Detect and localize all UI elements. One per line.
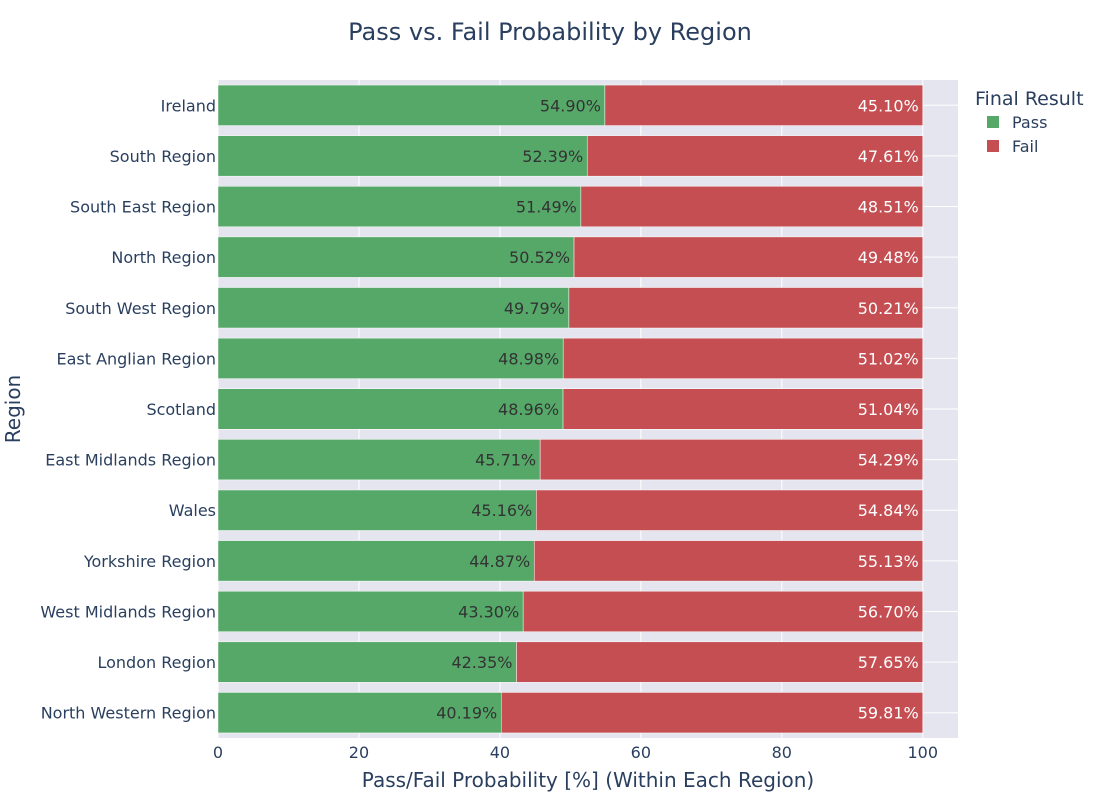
y-tick-label: London Region	[97, 653, 216, 672]
bar-pass[interactable]	[217, 337, 564, 379]
bar-fail[interactable]	[562, 337, 924, 379]
y-tick-label: North Region	[111, 248, 216, 267]
y-tick-label: Yorkshire Region	[83, 552, 216, 571]
data-label-pass: 45.16%	[471, 501, 532, 520]
data-label-pass: 52.39%	[522, 147, 583, 166]
legend-swatch-fail[interactable]	[987, 140, 999, 152]
data-label-fail: 56.70%	[858, 602, 919, 621]
data-label-fail: 48.51%	[858, 198, 919, 217]
bar-pass[interactable]	[217, 236, 575, 278]
data-label-fail: 45.10%	[858, 96, 919, 115]
bar-pass[interactable]	[217, 186, 582, 228]
bar-fail[interactable]	[522, 590, 924, 632]
bar-fail[interactable]	[533, 540, 924, 582]
bar-fail[interactable]	[516, 641, 924, 683]
legend-swatch-pass[interactable]	[987, 116, 999, 128]
data-label-pass: 40.19%	[436, 704, 497, 723]
bar-pass[interactable]	[217, 439, 541, 481]
y-axis-title: Region	[1, 375, 25, 443]
bar-pass[interactable]	[217, 84, 606, 126]
y-tick-label: Wales	[169, 501, 216, 520]
x-tick-label: 60	[631, 743, 651, 762]
x-tick-label: 0	[213, 743, 223, 762]
x-tick-label: 40	[490, 743, 510, 762]
data-label-fail: 51.02%	[858, 349, 919, 368]
y-tick-label: South Region	[110, 147, 216, 166]
data-label-pass: 50.52%	[509, 248, 570, 267]
data-label-pass: 42.35%	[451, 653, 512, 672]
y-tick-label: Ireland	[161, 96, 216, 115]
bar-pass[interactable]	[217, 641, 517, 683]
y-tick-label: South East Region	[70, 198, 216, 217]
y-tick-label: North Western Region	[41, 704, 216, 723]
bar-fail[interactable]	[580, 186, 924, 228]
x-tick-label: 20	[349, 743, 369, 762]
y-tick-label: Scotland	[146, 400, 216, 419]
legend-label-fail[interactable]: Fail	[1012, 137, 1038, 156]
bar-fail[interactable]	[500, 692, 924, 734]
bar-pass[interactable]	[217, 135, 588, 177]
y-tick-label: South West Region	[65, 299, 216, 318]
y-tick-label: West Midlands Region	[40, 602, 216, 621]
data-label-fail: 47.61%	[858, 147, 919, 166]
data-label-pass: 48.98%	[498, 349, 559, 368]
bar-fail[interactable]	[562, 388, 924, 430]
bar-fail[interactable]	[586, 135, 924, 177]
y-tick-label: East Anglian Region	[56, 349, 216, 368]
legend-title: Final Result	[975, 88, 1084, 110]
bar-pass[interactable]	[217, 590, 524, 632]
chart-title: Pass vs. Fail Probability by Region	[348, 18, 752, 46]
data-label-fail: 59.81%	[858, 704, 919, 723]
bars[interactable]	[217, 84, 924, 734]
data-label-fail: 55.13%	[858, 552, 919, 571]
x-axis-title: Pass/Fail Probability [%] (Within Each R…	[362, 768, 814, 792]
data-label-pass: 48.96%	[498, 400, 559, 419]
bar-fail[interactable]	[604, 84, 924, 126]
data-label-pass: 45.71%	[475, 451, 536, 470]
data-label-fail: 51.04%	[858, 400, 919, 419]
data-label-fail: 57.65%	[858, 653, 919, 672]
x-tick-label: 80	[772, 743, 792, 762]
legend-label-pass[interactable]: Pass	[1012, 113, 1047, 132]
y-tick-label: East Midlands Region	[45, 451, 216, 470]
bar-fail[interactable]	[568, 287, 924, 329]
data-label-fail: 50.21%	[858, 299, 919, 318]
bar-fail[interactable]	[573, 236, 924, 278]
x-tick-labels: 0 20 40 60 80 100	[213, 743, 938, 762]
data-label-fail: 49.48%	[858, 248, 919, 267]
data-label-pass: 49.79%	[504, 299, 565, 318]
x-tick-label: 100	[907, 743, 938, 762]
bar-fail[interactable]	[539, 439, 924, 481]
y-tick-labels: Ireland South Region South East Region Nort…	[40, 96, 216, 722]
data-label-pass: 43.30%	[458, 602, 519, 621]
bar-labels: 54.90% 45.10% 52.39% 47.61% 51.49% 48.51% 50.5…	[436, 96, 919, 722]
bar-pass[interactable]	[217, 540, 535, 582]
data-label-pass: 54.90%	[540, 96, 601, 115]
data-label-fail: 54.29%	[858, 451, 919, 470]
bar-pass[interactable]	[217, 692, 502, 734]
legend: Final Result Pass Fail	[975, 88, 1084, 156]
bar-pass[interactable]	[217, 388, 564, 430]
bar-fail[interactable]	[536, 489, 924, 531]
data-label-fail: 54.84%	[858, 501, 919, 520]
data-label-pass: 44.87%	[469, 552, 530, 571]
data-label-pass: 51.49%	[516, 198, 577, 217]
